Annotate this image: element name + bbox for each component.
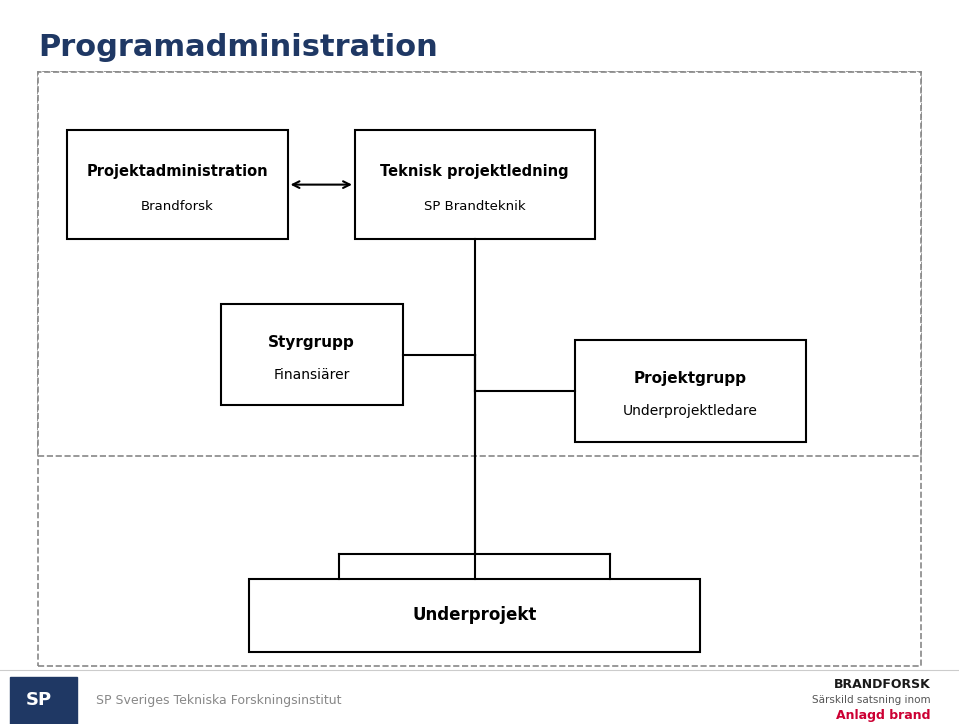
Text: Särskild satsning inom: Särskild satsning inom xyxy=(811,695,930,705)
FancyBboxPatch shape xyxy=(355,130,595,239)
FancyBboxPatch shape xyxy=(10,677,77,724)
FancyBboxPatch shape xyxy=(221,304,403,405)
FancyBboxPatch shape xyxy=(38,72,921,666)
FancyBboxPatch shape xyxy=(575,340,806,442)
Text: Brandforsk: Brandforsk xyxy=(141,200,214,213)
Text: Programadministration: Programadministration xyxy=(38,33,438,62)
Text: SP Sveriges Tekniska Forskningsinstitut: SP Sveriges Tekniska Forskningsinstitut xyxy=(96,694,341,707)
FancyBboxPatch shape xyxy=(38,72,921,456)
Text: Underprojektledare: Underprojektledare xyxy=(623,404,758,418)
Text: Projektadministration: Projektadministration xyxy=(86,164,269,179)
Text: SP: SP xyxy=(25,691,52,709)
Text: Projektgrupp: Projektgrupp xyxy=(634,371,747,387)
FancyBboxPatch shape xyxy=(67,130,288,239)
Text: Finansiärer: Finansiärer xyxy=(273,368,350,382)
Text: Underprojekt: Underprojekt xyxy=(412,607,537,624)
Text: SP Brandteknik: SP Brandteknik xyxy=(424,200,526,213)
Text: Anlagd brand: Anlagd brand xyxy=(835,709,930,722)
Text: Teknisk projektledning: Teknisk projektledning xyxy=(381,164,569,179)
Text: BRANDFORSK: BRANDFORSK xyxy=(833,678,930,691)
FancyBboxPatch shape xyxy=(249,579,700,652)
Text: Styrgrupp: Styrgrupp xyxy=(269,335,355,350)
